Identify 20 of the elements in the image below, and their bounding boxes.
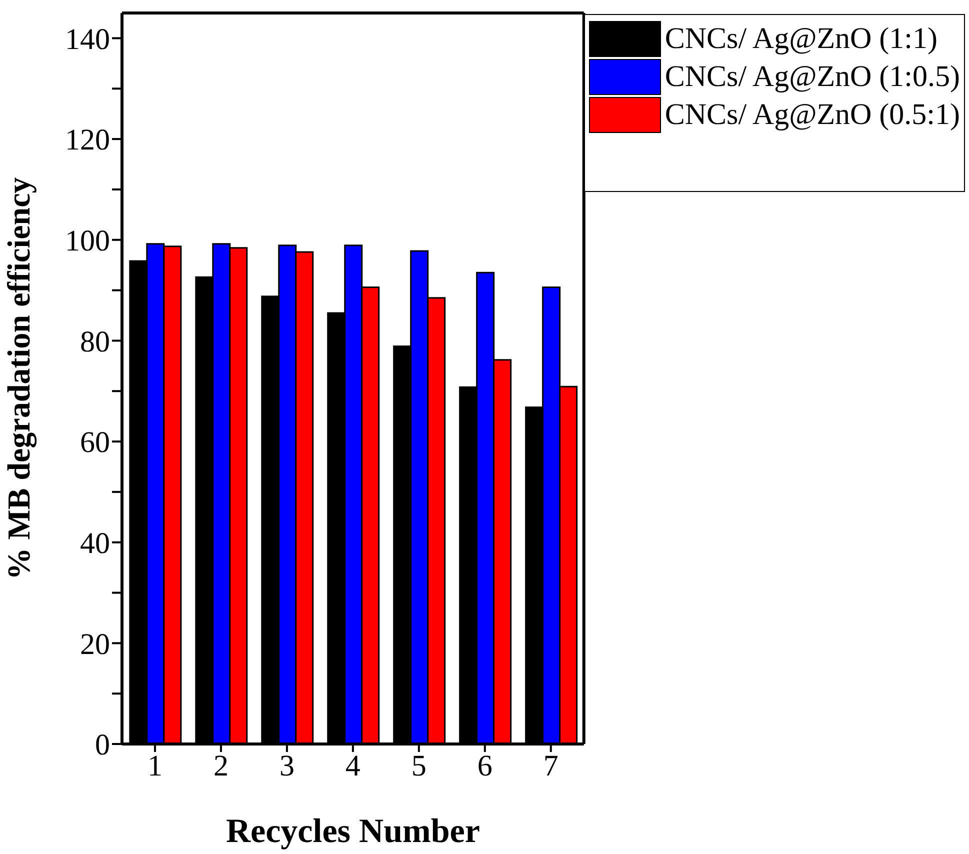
legend-label: CNCs/ Ag@ZnO (0.5:1) (664, 98, 960, 132)
y-tick-label: 120 (65, 124, 110, 157)
x-tick-label: 6 (477, 749, 492, 782)
x-tick-label: 1 (147, 749, 162, 782)
x-tick-label: 4 (345, 749, 360, 782)
y-tick-label: 80 (80, 325, 110, 358)
legend-label: CNCs/ Ag@ZnO (1:0.5) (664, 60, 960, 94)
y-axis-title: % MB degradation efficiency (0, 177, 38, 580)
x-tick-label: 3 (279, 749, 294, 782)
y-tick-label: 60 (80, 426, 110, 460)
y-tick-label: 140 (65, 22, 110, 56)
y-tick-label: 40 (80, 526, 110, 560)
x-tick-label: 2 (213, 749, 228, 782)
legend-label: CNCs/ Ag@ZnO (1:1) (664, 22, 938, 56)
y-tick-label: 20 (80, 628, 110, 661)
y-tick-label: 100 (65, 224, 110, 258)
x-tick-label: 5 (411, 749, 426, 782)
y-tick-label: 0 (95, 728, 110, 762)
x-axis-title: Recycles Number (226, 813, 480, 850)
x-tick-label: 7 (543, 749, 558, 782)
